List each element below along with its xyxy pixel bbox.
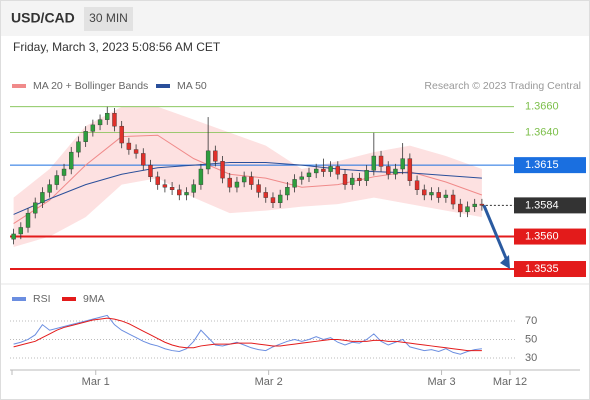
level-label: 1.3660 bbox=[525, 101, 559, 113]
level-box bbox=[514, 197, 586, 214]
bollinger-band bbox=[13, 106, 482, 247]
legend-label: MA 20 + Bollinger Bands bbox=[33, 80, 148, 92]
y-tick-label: 70 bbox=[525, 315, 537, 327]
candle-body bbox=[285, 187, 290, 196]
indicator-line bbox=[13, 317, 482, 352]
candle-body bbox=[357, 177, 362, 181]
level-box bbox=[514, 228, 586, 245]
candle-body bbox=[472, 203, 477, 207]
candle-body bbox=[364, 170, 369, 181]
candle-body bbox=[458, 203, 463, 213]
candle-body bbox=[227, 177, 232, 188]
candle-body bbox=[386, 166, 391, 175]
candle-body bbox=[263, 192, 268, 198]
candle-body bbox=[133, 149, 139, 154]
legend-label: 9MA bbox=[83, 293, 105, 305]
candle-body bbox=[450, 194, 456, 205]
candle-body bbox=[371, 155, 377, 171]
legend-label: MA 50 bbox=[177, 80, 207, 92]
level-label: 1.3584 bbox=[525, 199, 559, 211]
candle-body bbox=[414, 180, 420, 190]
candle-body bbox=[299, 176, 304, 180]
candle-body bbox=[249, 176, 254, 185]
candle-body bbox=[220, 161, 225, 179]
level-label: 1.3560 bbox=[525, 230, 559, 242]
candle-body bbox=[148, 164, 153, 178]
x-tick-label: Mar 3 bbox=[427, 376, 455, 388]
level-label: 1.3640 bbox=[525, 127, 559, 139]
candle-body bbox=[155, 176, 160, 185]
candle-body bbox=[40, 192, 45, 203]
candle-body bbox=[33, 202, 38, 214]
candle-body bbox=[234, 181, 240, 188]
candle-body bbox=[393, 168, 398, 175]
candle-body bbox=[119, 125, 124, 144]
legend-label: RSI bbox=[33, 293, 51, 305]
candle-body bbox=[177, 189, 182, 196]
candle-body bbox=[11, 233, 16, 240]
candle-body bbox=[335, 166, 341, 175]
candle-body bbox=[328, 166, 333, 172]
interval-tab[interactable] bbox=[84, 7, 133, 31]
moving-average bbox=[13, 162, 482, 215]
candle-body bbox=[191, 184, 196, 193]
candle-body bbox=[184, 192, 189, 196]
candle-body bbox=[342, 174, 348, 185]
candle-body bbox=[429, 192, 434, 196]
candle-body bbox=[54, 175, 60, 185]
candle-body bbox=[90, 124, 96, 132]
candle-body bbox=[436, 192, 441, 198]
candle-body bbox=[479, 203, 485, 206]
candle-body bbox=[465, 206, 470, 213]
candle-body bbox=[97, 119, 103, 126]
level-label: 1.3535 bbox=[525, 263, 559, 275]
level-box bbox=[514, 261, 586, 278]
candle-body bbox=[306, 172, 312, 178]
symbol: USD/CAD bbox=[11, 10, 75, 26]
candle-body bbox=[378, 155, 384, 167]
level-box bbox=[514, 157, 586, 174]
candle-body bbox=[350, 177, 355, 185]
candle-body bbox=[270, 197, 276, 203]
forecast-arrowhead bbox=[500, 255, 510, 270]
forecast-arrow bbox=[482, 204, 510, 264]
candle-body bbox=[112, 112, 117, 127]
interval: 30 MIN bbox=[89, 11, 128, 25]
candle-body bbox=[422, 189, 427, 196]
candle-body bbox=[400, 158, 405, 170]
timestamp: Friday, March 3, 2023 5:08:56 AM CET bbox=[13, 40, 221, 54]
candle-body bbox=[443, 194, 449, 198]
candle-body bbox=[105, 112, 110, 120]
y-tick-label: 50 bbox=[525, 333, 537, 345]
candle-body bbox=[277, 194, 283, 203]
x-tick-label: Mar 12 bbox=[493, 376, 527, 388]
indicator-line bbox=[13, 314, 482, 355]
candle-body bbox=[18, 227, 24, 235]
candle-body bbox=[407, 158, 413, 181]
credit: Research © 2023 Trading Central bbox=[424, 80, 581, 92]
candle-body bbox=[76, 141, 81, 153]
candle-body bbox=[213, 150, 218, 162]
candle-body bbox=[169, 187, 175, 190]
candle-body bbox=[198, 168, 204, 185]
candle-body bbox=[69, 151, 74, 170]
candle-body bbox=[321, 168, 326, 172]
candle-body bbox=[141, 153, 146, 166]
y-tick-label: 30 bbox=[525, 352, 537, 364]
candle-body bbox=[292, 179, 297, 188]
candle-body bbox=[126, 142, 132, 150]
candle-body bbox=[61, 168, 67, 176]
candle-body bbox=[83, 131, 88, 142]
candle-body bbox=[241, 176, 247, 183]
x-tick-label: Mar 2 bbox=[255, 376, 283, 388]
level-label: 1.3615 bbox=[525, 159, 559, 171]
candle-body bbox=[162, 184, 168, 188]
candle-body bbox=[256, 184, 261, 193]
candle-body bbox=[313, 168, 319, 174]
candle-body bbox=[25, 212, 31, 228]
candle-body bbox=[205, 150, 211, 170]
candle-body bbox=[47, 184, 52, 193]
x-tick-label: Mar 1 bbox=[82, 376, 110, 388]
